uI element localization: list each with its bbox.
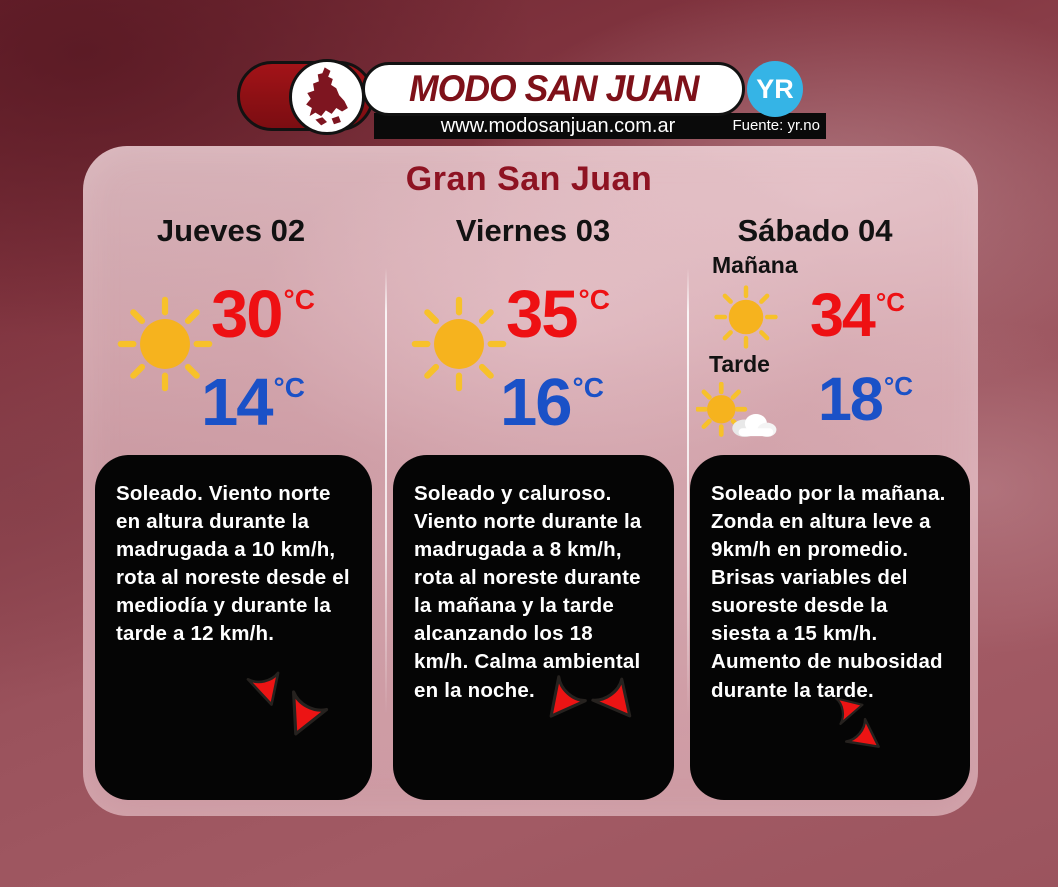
wind-arrow-icon bbox=[831, 690, 868, 727]
temp-unit: °C bbox=[875, 287, 906, 317]
yr-logo-badge: YR bbox=[747, 61, 803, 117]
day-name-sabado: Sábado 04 bbox=[737, 213, 893, 248]
low-temp-jueves: 14 °C bbox=[201, 365, 305, 440]
morning-temp-value: 34 bbox=[810, 281, 876, 349]
temp-unit: °C bbox=[883, 371, 914, 401]
wind-arrow-icon bbox=[271, 685, 333, 747]
forecast-description: Soleado por la mañana. Zonda en altura l… bbox=[711, 482, 946, 702]
partly-cloudy-icon bbox=[696, 382, 777, 437]
morning-temp: 34 °C bbox=[810, 281, 906, 349]
low-temp-viernes: 16 °C bbox=[500, 365, 604, 440]
website-bar: www.modosanjuan.com.ar Fuente: yr.no bbox=[374, 113, 826, 139]
wind-arrow-icon bbox=[841, 714, 892, 765]
afternoon-temp-value: 18 bbox=[818, 365, 884, 433]
low-temp-value: 14 bbox=[201, 365, 274, 440]
brand-title: MODO SAN JUAN bbox=[408, 68, 699, 109]
source-credit: Fuente: yr.no bbox=[732, 117, 820, 134]
forecast-box-viernes: Soleado y caluroso. Viento norte durante… bbox=[393, 455, 674, 800]
temp-unit: °C bbox=[273, 372, 305, 403]
forecast-box-jueves: Soleado. Viento norte en altura durante … bbox=[95, 455, 372, 800]
day-name-viernes: Viernes 03 bbox=[455, 213, 611, 248]
forecast-description: Soleado. Viento norte en altura durante … bbox=[116, 482, 350, 646]
temp-unit: °C bbox=[572, 372, 604, 403]
period-label-morning: Mañana bbox=[712, 252, 798, 278]
sunny-icon bbox=[117, 296, 213, 392]
low-temp-value: 16 bbox=[500, 365, 573, 440]
high-temp-value: 35 bbox=[506, 277, 579, 352]
temp-unit: °C bbox=[283, 284, 315, 315]
temp-unit: °C bbox=[578, 284, 610, 315]
high-temp-value: 30 bbox=[211, 277, 284, 352]
yr-logo-text: YR bbox=[756, 73, 794, 104]
period-label-afternoon: Tarde bbox=[709, 351, 770, 377]
wind-arrow-icon bbox=[243, 667, 288, 712]
forecast-description: Soleado y caluroso. Viento norte durante… bbox=[414, 482, 642, 702]
day-name-jueves: Jueves 02 bbox=[156, 213, 306, 248]
high-temp-viernes: 35 °C bbox=[506, 277, 610, 352]
sunny-icon bbox=[714, 285, 778, 349]
wind-arrow-icon bbox=[530, 670, 592, 732]
page-title: Gran San Juan bbox=[405, 160, 653, 198]
san-juan-province-map-icon bbox=[306, 67, 348, 126]
forecast-box-sabado: Soleado por la mañana. Zonda en altura l… bbox=[690, 455, 970, 800]
sunny-icon bbox=[411, 296, 507, 392]
high-temp-jueves: 30 °C bbox=[211, 277, 315, 352]
brand-title-pill: MODO SAN JUAN bbox=[362, 62, 745, 116]
column-divider bbox=[687, 268, 689, 714]
column-divider bbox=[385, 268, 387, 714]
website-url: www.modosanjuan.com.ar bbox=[440, 115, 676, 137]
brand-map-circle bbox=[289, 59, 365, 135]
afternoon-temp: 18 °C bbox=[818, 365, 914, 433]
wind-arrow-icon bbox=[586, 672, 647, 733]
